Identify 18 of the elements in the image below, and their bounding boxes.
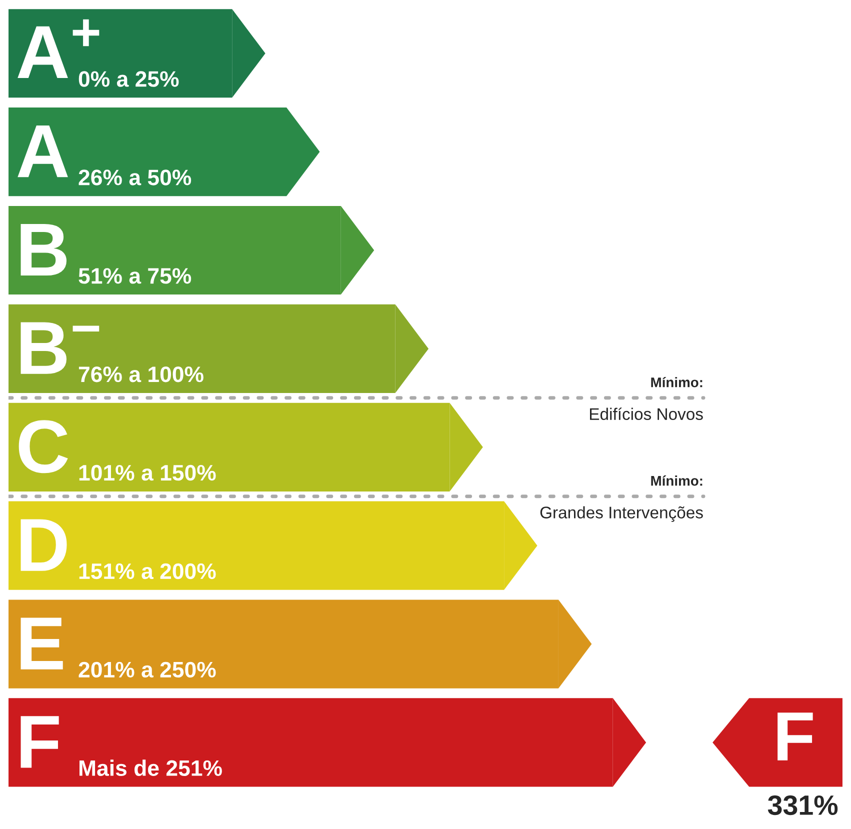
annotation: 151% a 200% <box>79 563 216 580</box>
y-tick-label: B <box>20 224 67 276</box>
y-tick-label: D <box>20 519 67 571</box>
text: Mínimo: <box>651 475 702 486</box>
y-tick-label: C <box>18 420 68 474</box>
text: F <box>778 712 813 760</box>
annotation: Grandes Intervenções <box>540 506 703 522</box>
text: Mínimo: <box>651 376 702 388</box>
annotation: Mais de 251% <box>79 760 222 776</box>
text: 331% <box>768 795 838 816</box>
y-tick-label: E <box>20 618 63 670</box>
annotation: 26% a 50% <box>78 170 192 186</box>
annotation: 51% a 75% <box>78 268 192 284</box>
annotation: Edifícios Novos <box>590 408 703 420</box>
y-tick-label: F <box>20 716 59 768</box>
y-tick-label: A <box>18 126 68 178</box>
annotation: 101% a 150% <box>79 464 216 481</box>
annotation: 201% a 250% <box>78 662 216 678</box>
